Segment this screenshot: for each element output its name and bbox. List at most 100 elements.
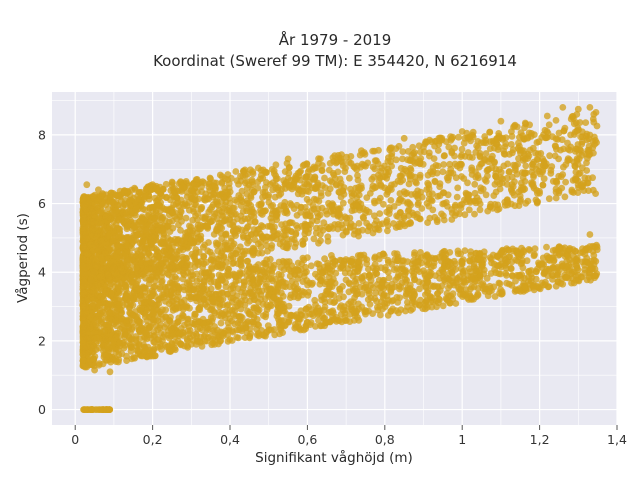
- data-point: [220, 194, 228, 202]
- data-point: [397, 209, 404, 216]
- data-point: [292, 231, 300, 238]
- data-point: [210, 307, 218, 315]
- data-point: [312, 270, 319, 278]
- data-point: [95, 312, 103, 319]
- data-point: [515, 139, 522, 147]
- data-point: [213, 227, 220, 235]
- data-point: [445, 284, 452, 292]
- data-point: [491, 201, 499, 208]
- data-point: [547, 166, 555, 174]
- data-point: [201, 241, 209, 249]
- data-point: [146, 221, 154, 229]
- data-point: [106, 193, 114, 201]
- data-point: [265, 191, 273, 199]
- data-point: [139, 205, 147, 213]
- data-point: [413, 192, 420, 200]
- data-point: [202, 269, 209, 276]
- data-point: [80, 243, 87, 251]
- data-point: [131, 186, 139, 193]
- data-points: [79, 104, 601, 413]
- data-point: [112, 322, 120, 330]
- data-point: [198, 203, 206, 211]
- data-point: [342, 276, 350, 284]
- data-point: [303, 195, 311, 203]
- data-point: [395, 309, 402, 317]
- data-point: [554, 271, 561, 279]
- data-point: [361, 272, 368, 280]
- data-point: [436, 296, 443, 304]
- data-point: [221, 245, 229, 253]
- data-point: [99, 240, 106, 247]
- data-point: [149, 319, 157, 326]
- data-point: [229, 242, 237, 250]
- data-point: [552, 185, 560, 193]
- data-point: [263, 179, 270, 186]
- data-point: [345, 288, 353, 296]
- data-point: [173, 300, 181, 308]
- data-point: [141, 193, 148, 201]
- data-point: [440, 216, 448, 224]
- data-point: [313, 260, 321, 268]
- data-point: [368, 175, 376, 183]
- data-point: [430, 283, 437, 291]
- data-point: [123, 225, 131, 233]
- data-point: [237, 172, 244, 180]
- data-point: [529, 144, 537, 152]
- data-point: [448, 148, 456, 155]
- data-point: [427, 168, 434, 176]
- data-point: [187, 238, 195, 246]
- data-point: [317, 155, 324, 163]
- data-point: [324, 233, 332, 241]
- data-point: [527, 133, 535, 140]
- data-point: [376, 194, 384, 202]
- data-point: [422, 298, 430, 305]
- data-point: [476, 206, 484, 214]
- data-point: [552, 178, 560, 185]
- data-point: [441, 152, 448, 159]
- data-point: [461, 211, 469, 219]
- data-point: [80, 228, 87, 235]
- data-point: [117, 332, 124, 339]
- data-point: [98, 255, 106, 263]
- data-point: [307, 262, 315, 270]
- data-point: [518, 169, 526, 176]
- data-point: [145, 260, 153, 268]
- data-point: [448, 216, 456, 223]
- data-point: [149, 204, 157, 211]
- data-point: [239, 248, 247, 255]
- data-point: [111, 215, 119, 222]
- data-point: [383, 218, 390, 226]
- chart-title-line1: År 1979 - 2019: [279, 30, 392, 49]
- data-point: [539, 181, 547, 189]
- data-point: [162, 180, 170, 188]
- data-point: [439, 189, 447, 197]
- data-point: [248, 247, 256, 255]
- data-point: [384, 227, 391, 235]
- data-point: [124, 323, 132, 330]
- data-point: [431, 142, 438, 150]
- data-point: [356, 185, 364, 193]
- data-point: [151, 215, 158, 222]
- data-point: [154, 343, 162, 351]
- data-point: [427, 196, 435, 204]
- data-point: [300, 161, 308, 169]
- data-point: [83, 249, 91, 257]
- data-point: [424, 219, 431, 227]
- data-point: [177, 240, 185, 247]
- data-point: [297, 167, 304, 175]
- data-point: [101, 249, 109, 257]
- data-point: [585, 142, 593, 150]
- data-point: [214, 261, 222, 268]
- data-point: [411, 276, 419, 283]
- data-point: [179, 246, 187, 254]
- data-point: [128, 311, 136, 319]
- data-point: [434, 162, 442, 170]
- data-point: [460, 278, 467, 286]
- data-point: [453, 193, 461, 201]
- data-point: [286, 164, 293, 171]
- data-point: [439, 200, 447, 208]
- data-point: [88, 218, 96, 226]
- data-point: [458, 145, 466, 153]
- data-point: [468, 164, 476, 172]
